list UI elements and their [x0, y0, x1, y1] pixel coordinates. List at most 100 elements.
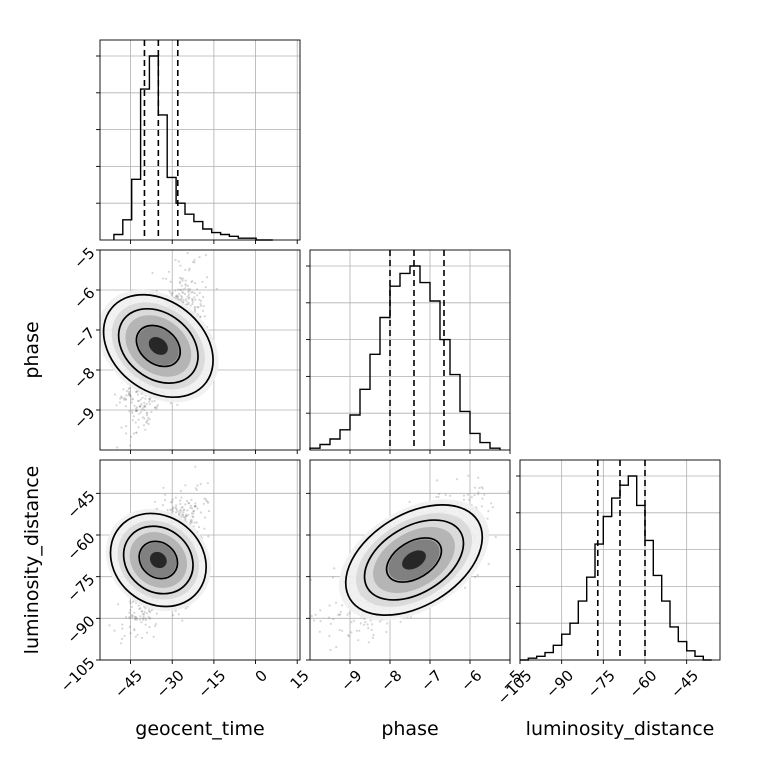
sample-point [131, 419, 134, 422]
sample-point [510, 493, 512, 495]
y-tick-label-phase: −8 [70, 364, 98, 392]
hist-panel-luminosity_distance [516, 460, 720, 664]
contour-0 [344, 504, 484, 616]
hist-geocent_time-frame [99, 39, 301, 241]
sample-point [473, 486, 477, 489]
sample-point [203, 315, 206, 318]
sample-point [202, 305, 205, 308]
sample-point [507, 490, 510, 493]
sample-point [199, 315, 202, 318]
sample-point [196, 507, 199, 510]
sample-point [372, 633, 375, 637]
sample-point [476, 574, 479, 577]
sample-point [462, 498, 465, 501]
sample-point [193, 292, 196, 295]
sample-point [436, 479, 439, 482]
sample-point [119, 397, 122, 400]
sample-point [478, 486, 481, 490]
sample-point [207, 501, 210, 504]
sample-point [185, 515, 188, 518]
sample-point [371, 636, 374, 639]
sample-point [347, 635, 350, 638]
sample-point [170, 501, 173, 504]
sample-point [196, 306, 199, 309]
sample-point [141, 408, 144, 411]
sample-point [346, 613, 349, 616]
sample-point [128, 392, 131, 395]
sample-point [142, 615, 145, 618]
x-axis-label-geocent_time: geocent_time [135, 718, 264, 740]
sample-point [313, 619, 316, 622]
sample-point [517, 489, 519, 491]
sample-point [133, 629, 136, 632]
sample-point [187, 303, 190, 306]
sample-point [113, 629, 116, 632]
y-tick-label-luminosity_distance: −60 [63, 529, 98, 564]
sample-point [386, 622, 389, 625]
sample-point [188, 296, 191, 299]
sample-point [135, 616, 138, 620]
sample-point [193, 308, 197, 312]
sample-point [184, 279, 187, 282]
sample-point [141, 617, 145, 620]
sample-point [144, 405, 147, 409]
sample-point [179, 489, 182, 493]
contour-0 [102, 293, 214, 399]
sample-point [193, 296, 196, 299]
sample-point [189, 504, 193, 507]
sample-point [464, 586, 467, 589]
sample-point [184, 284, 187, 287]
sample-point [204, 286, 207, 289]
sample-point [182, 301, 185, 304]
x-tick-label-phase: −8 [377, 666, 405, 694]
sample-point [140, 636, 143, 640]
histogram-step-geocent_time [113, 55, 273, 241]
sample-point [187, 502, 191, 505]
sample-point [147, 416, 150, 419]
sample-point [466, 493, 469, 496]
sample-point [144, 607, 147, 610]
sample-point [123, 634, 126, 638]
sample-point [189, 519, 192, 522]
sample-point [181, 291, 184, 294]
sample-point [203, 527, 206, 530]
sample-point [161, 504, 164, 507]
sample-point [129, 609, 132, 612]
sample-point [184, 268, 187, 271]
sample-point [128, 611, 131, 615]
sample-point [192, 525, 195, 528]
sample-point [185, 514, 188, 518]
sample-point [196, 288, 199, 291]
sample-point [310, 614, 313, 618]
sample-point [179, 282, 182, 285]
sample-point [180, 506, 183, 509]
sample-point [191, 280, 194, 283]
sample-point [170, 501, 173, 504]
sample-point [183, 508, 186, 511]
sample-point [143, 417, 146, 420]
sample-point [328, 604, 331, 607]
sample-point [120, 642, 123, 645]
sample-point [131, 616, 134, 619]
sample-point [148, 403, 151, 406]
sample-point [481, 487, 484, 490]
sample-point [191, 515, 194, 518]
sample-point [134, 421, 137, 424]
sample-point [177, 513, 180, 516]
contour-0 [109, 512, 208, 608]
sample-point [179, 509, 182, 512]
y-tick-label-luminosity_distance: −45 [63, 487, 98, 522]
sample-point [135, 409, 138, 412]
y-tick-label-phase: −5 [70, 244, 98, 272]
sample-point [164, 499, 167, 502]
sample-point [198, 256, 201, 259]
sample-point [470, 496, 473, 499]
sample-point [135, 618, 138, 621]
sample-point [179, 508, 182, 511]
sample-point [142, 406, 145, 409]
sample-point [362, 623, 366, 626]
sample-point [191, 507, 194, 510]
sample-point [477, 493, 480, 496]
